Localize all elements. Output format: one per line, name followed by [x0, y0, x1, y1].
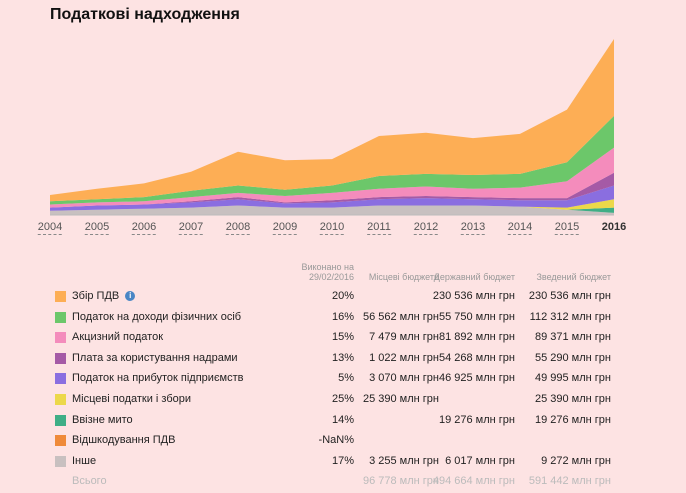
cell-done: 5% — [338, 372, 354, 385]
cell-total: 89 371 млн грн — [534, 331, 611, 344]
col-header-local: Місцеві бюджети — [368, 272, 439, 282]
total-local: 96 778 млн грн — [362, 475, 439, 488]
cell-done: 13% — [331, 351, 354, 364]
year-2008[interactable]: 2008 — [225, 221, 251, 235]
area-series — [50, 147, 614, 208]
cell-total: 49 995 млн грн — [534, 372, 611, 385]
col-header-done: Виконано на 29/02/2016 — [301, 262, 354, 282]
cell-done: -NaN% — [318, 434, 354, 447]
cell-done: 16% — [331, 310, 354, 323]
legend-swatch — [55, 435, 66, 447]
area-series — [50, 39, 614, 202]
cell-done: 20% — [331, 290, 354, 302]
table-row[interactable]: Ввізне мито 14% 19 276 млн грн 19 276 млн г… — [0, 412, 686, 432]
cell-total: 9 272 млн грн — [541, 454, 611, 467]
year-2010[interactable]: 2010 — [319, 221, 345, 235]
cell-local: 3 255 млн грн — [369, 454, 439, 467]
year-2011[interactable]: 2011 — [367, 221, 391, 235]
cell-done: 17% — [331, 454, 354, 467]
info-icon[interactable]: i — [125, 291, 136, 301]
row-label: Відшкодування ПДВ — [72, 434, 176, 447]
cell-total: 19 276 млн грн — [534, 413, 611, 426]
legend-swatch — [55, 394, 66, 405]
legend-swatch — [55, 352, 66, 364]
row-label: Податок на доходи фізичних осіб — [72, 310, 242, 323]
cell-state: 55 750 млн грн — [438, 310, 515, 323]
cell-state: 46 925 млн грн — [438, 372, 515, 385]
row-label: Податок на прибуток підприємств — [72, 372, 244, 385]
cell-total: 25 390 млн грн — [534, 393, 611, 405]
cell-total: 112 312 млн грн — [529, 310, 611, 323]
table-row[interactable]: Плата за користування надрами 13% 1 022 мл… — [0, 350, 686, 370]
row-label: Збір ПДВ i — [72, 290, 136, 302]
year-2007[interactable]: 2007 — [178, 221, 204, 235]
cell-local: 7 479 млн грн — [369, 331, 439, 344]
legend-swatch — [55, 291, 66, 302]
year-2016[interactable]: 2016 — [601, 221, 627, 233]
year-2005[interactable]: 2005 — [84, 221, 110, 235]
year-2013[interactable]: 2013 — [460, 221, 486, 235]
legend-swatch — [55, 311, 66, 323]
table-row[interactable]: Збір ПДВ i 20% 230 536 млн грн 230 536 млн г… — [0, 288, 686, 308]
col-header-state: Державний бюджет — [433, 272, 515, 282]
col-header-total: Зведений бюджет — [536, 272, 611, 282]
table-row[interactable]: Податок на прибуток підприємств 5% 3 070 м… — [0, 370, 686, 390]
area-series — [50, 185, 614, 211]
table-row[interactable]: Відшкодування ПДВ -NaN% — [0, 432, 686, 452]
total-label: Всього — [72, 475, 107, 488]
total-row: Всього 96 778 млн грн 494 664 млн грн 591 4… — [0, 473, 686, 493]
cell-local: 3 070 млн грн — [369, 372, 439, 385]
year-2006[interactable]: 2006 — [131, 221, 157, 235]
page-title: Податкові надходження — [50, 6, 240, 23]
cell-done: 15% — [331, 331, 354, 344]
row-label: Місцеві податки і збори — [72, 393, 192, 405]
row-label: Плата за користування надрами — [72, 351, 238, 364]
year-2012[interactable]: 2012 — [413, 221, 439, 235]
area-series — [50, 172, 614, 208]
cell-local: 25 390 млн грн — [362, 393, 439, 405]
year-2015[interactable]: 2015 — [554, 221, 580, 235]
cell-total: 230 536 млн грн — [528, 290, 611, 302]
cell-total: 55 290 млн грн — [534, 351, 611, 364]
cell-state: 230 536 млн грн — [432, 290, 515, 302]
cell-done: 25% — [331, 393, 354, 405]
legend-swatch — [55, 373, 66, 385]
year-2004[interactable]: 2004 — [37, 221, 63, 235]
cell-local: 1 022 млн грн — [369, 351, 439, 364]
total-state: 494 664 млн грн — [432, 475, 515, 488]
legend-swatch — [55, 332, 66, 344]
stacked-area-chart — [50, 39, 614, 216]
total-total: 591 442 млн грн — [528, 475, 611, 488]
table-row[interactable]: Акцизний податок 15% 7 479 млн грн 81 892 м… — [0, 329, 686, 349]
legend-swatch — [55, 455, 66, 467]
area-series — [50, 205, 614, 215]
row-label: Акцизний податок — [72, 331, 164, 344]
legend-swatch — [55, 414, 66, 426]
table-row[interactable]: Місцеві податки і збори 25% 25 390 млн грн… — [0, 391, 686, 411]
cell-state: 81 892 млн грн — [438, 331, 515, 344]
row-label: Ввізне мито — [72, 413, 133, 426]
table-row[interactable]: Податок на доходи фізичних осіб 16% 56 562… — [0, 309, 686, 329]
cell-state: 6 017 млн грн — [445, 454, 515, 467]
row-label: Інше — [72, 454, 97, 467]
year-2014[interactable]: 2014 — [507, 221, 533, 235]
year-2009[interactable]: 2009 — [272, 221, 298, 235]
area-series — [50, 115, 614, 205]
table-row[interactable]: Інше 17% 3 255 млн грн 6 017 млн грн 9 272 м… — [0, 453, 686, 473]
cell-local: 56 562 млн грн — [362, 310, 439, 323]
cell-done: 14% — [331, 413, 354, 426]
cell-state: 54 268 млн грн — [438, 351, 515, 364]
cell-state: 19 276 млн грн — [438, 413, 515, 426]
